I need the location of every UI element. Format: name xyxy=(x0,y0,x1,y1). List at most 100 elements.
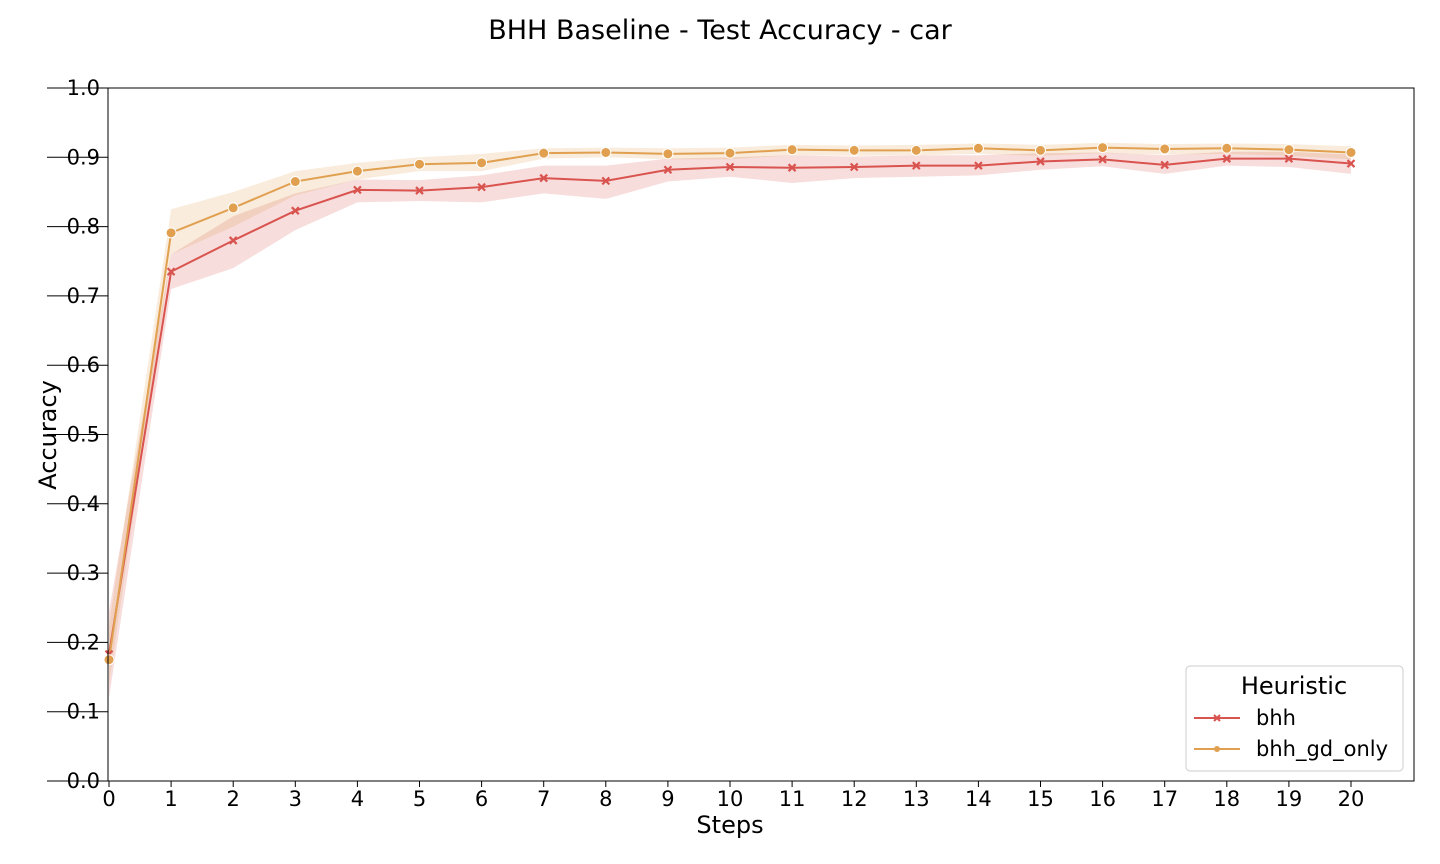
point-bhh xyxy=(787,163,797,172)
point-stroke xyxy=(725,162,735,172)
point-bhh xyxy=(663,165,673,175)
y-tick-label: 0.9 xyxy=(67,145,100,169)
point-bhh-gd-only xyxy=(662,148,674,160)
point-stroke xyxy=(353,185,362,195)
point-bhh-gd-only xyxy=(476,157,488,169)
x-tick-label: 18 xyxy=(1213,787,1240,811)
point-stroke xyxy=(1098,155,1107,164)
x-tick-label: 7 xyxy=(537,787,550,811)
x-tick-label: 3 xyxy=(289,787,302,811)
point-bhh xyxy=(849,162,859,172)
x-axis-ticks: 0 1 2 3 4 5 6 7 8 9 10 11 12 13 14 15 16 17 18 19 20 xyxy=(102,781,1364,811)
point-bhh-gd-only xyxy=(972,142,984,154)
point-bhh xyxy=(974,161,983,170)
band-bhh xyxy=(109,151,1351,698)
x-tick-label: 14 xyxy=(965,787,992,811)
point-stroke xyxy=(1346,159,1356,168)
point-stroke xyxy=(912,161,921,170)
point-stroke xyxy=(166,267,176,276)
point-stroke xyxy=(787,163,797,172)
point-bhh-gd-only xyxy=(600,146,612,158)
point-bhh-gd-only xyxy=(1159,143,1171,155)
point-stroke xyxy=(849,162,859,172)
point-bhh xyxy=(415,186,424,195)
legend-item-bhh: bhh xyxy=(1194,706,1296,730)
point-bhh xyxy=(291,206,300,215)
point-bhh xyxy=(601,176,611,186)
y-tick-label: 0.2 xyxy=(67,630,100,654)
legend-title: Heuristic xyxy=(1241,672,1347,700)
point-bhh xyxy=(539,173,548,183)
point-bhh xyxy=(1346,159,1356,168)
point-bhh-gd-only xyxy=(1345,146,1357,158)
point-bhh-gd-only xyxy=(910,144,922,156)
x-tick-label: 11 xyxy=(779,787,806,811)
y-tick-label: 0.5 xyxy=(67,423,100,447)
legend-label: bhh xyxy=(1256,706,1296,730)
x-tick-label: 19 xyxy=(1276,787,1303,811)
y-tick-label: 0.6 xyxy=(67,353,100,377)
x-tick-label: 20 xyxy=(1338,787,1365,811)
x-tick-label: 8 xyxy=(599,787,612,811)
point-bhh xyxy=(912,161,921,170)
point-bhh xyxy=(353,185,362,195)
point-stroke xyxy=(477,182,486,192)
legend-items: bhh bhh_gd_only xyxy=(1194,706,1388,762)
band-bhh-gd-only xyxy=(109,142,1351,684)
x-tick-label: 17 xyxy=(1151,787,1178,811)
point-bhh-gd-only xyxy=(1035,144,1046,156)
x-tick-label: 2 xyxy=(227,787,240,811)
point-bhh-gd-only xyxy=(351,165,363,177)
x-tick-label: 15 xyxy=(1027,787,1054,811)
chart-title: BHH Baseline - Test Accuracy - car xyxy=(488,15,952,46)
point-bhh-gd-only xyxy=(289,176,301,188)
point-bhh-gd-only xyxy=(538,147,550,159)
point-bhh-gd-only xyxy=(848,144,860,156)
x-axis-label: Steps xyxy=(696,811,763,839)
point-bhh-gd-only xyxy=(786,144,798,156)
point-stroke xyxy=(1284,154,1294,163)
point-stroke xyxy=(1160,160,1169,170)
point-stroke xyxy=(974,161,983,170)
point-bhh xyxy=(228,236,238,245)
line-bhh xyxy=(108,157,1352,655)
x-tick-label: 1 xyxy=(164,787,177,811)
point-bhh xyxy=(1036,157,1045,166)
confidence-bands xyxy=(109,142,1351,698)
series-markers xyxy=(103,142,1357,666)
y-tick-label: 0.4 xyxy=(67,492,100,516)
legend-item-bhh-gd-only: bhh_gd_only xyxy=(1194,737,1388,762)
point-stroke xyxy=(228,236,238,245)
legend-marker xyxy=(1213,714,1221,722)
y-axis-label: Accuracy xyxy=(34,380,62,490)
legend: Heuristic bhh bhh_gd_only xyxy=(1185,665,1404,772)
point-bhh xyxy=(477,182,486,192)
point-bhh xyxy=(1222,154,1232,163)
y-tick-label: 1.0 xyxy=(67,76,100,100)
x-tick-label: 12 xyxy=(841,787,868,811)
y-tick-label: 0.0 xyxy=(67,769,100,793)
x-tick-label: 4 xyxy=(351,787,364,811)
x-tick-label: 6 xyxy=(475,787,488,811)
legend-marker xyxy=(1214,746,1220,752)
y-tick-label: 0.1 xyxy=(67,700,100,724)
legend-label: bhh_gd_only xyxy=(1256,737,1388,762)
x-tick-label: 16 xyxy=(1089,787,1116,811)
point-bhh-gd-only xyxy=(165,227,177,239)
x-tick-label: 0 xyxy=(102,787,115,811)
point-stroke xyxy=(539,173,548,183)
point-stroke xyxy=(291,206,300,215)
point-bhh-gd-only xyxy=(1283,144,1295,156)
y-tick-label: 0.7 xyxy=(67,284,100,308)
point-bhh xyxy=(166,267,176,276)
point-stroke xyxy=(1222,154,1232,163)
x-tick-label: 9 xyxy=(661,787,674,811)
y-axis-ticks: 0.0 0.1 0.2 0.3 0.4 0.5 0.6 0.7 0.8 0.9 1.0 xyxy=(47,76,108,793)
legend-box xyxy=(1185,665,1404,772)
y-tick-label: 0.8 xyxy=(67,215,100,239)
point-bhh-gd-only xyxy=(414,158,425,170)
point-bhh xyxy=(1284,154,1294,163)
point-stroke xyxy=(415,186,424,195)
point-bhh xyxy=(1098,155,1107,164)
